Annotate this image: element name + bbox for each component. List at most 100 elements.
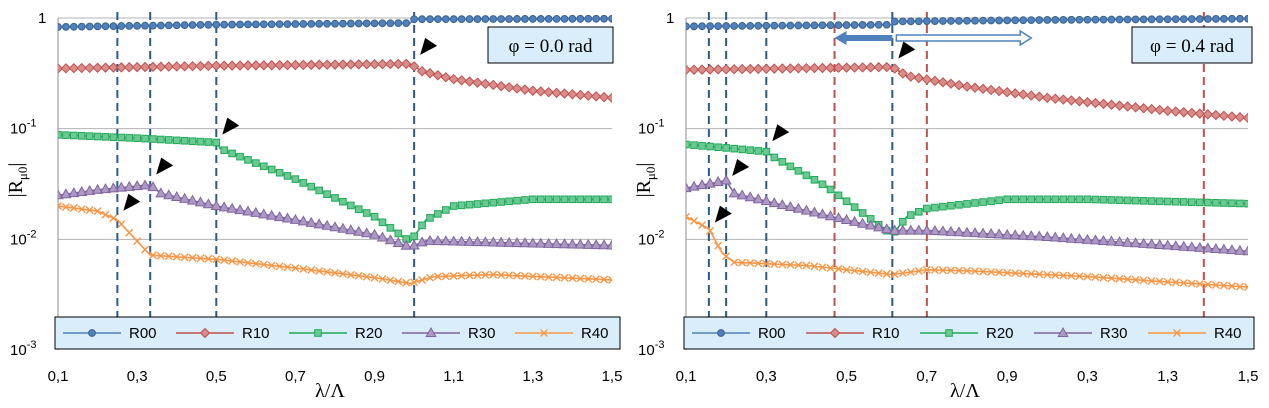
data-point-R00	[196, 21, 205, 29]
data-point-R30	[824, 210, 837, 221]
data-point-R10	[993, 85, 1005, 97]
data-point-R00	[283, 20, 292, 28]
data-point-R00	[906, 17, 915, 26]
data-point-R20	[1051, 195, 1060, 204]
legend-label-R20: R20	[986, 325, 1014, 342]
data-point-R30	[266, 209, 278, 220]
data-point-R00	[354, 19, 363, 28]
data-point-R40	[141, 245, 150, 254]
data-point-R30	[171, 190, 183, 202]
data-point-R20	[1011, 195, 1019, 204]
data-point-R30	[329, 221, 341, 232]
data-point-R30	[1218, 243, 1230, 254]
data-point-R10	[321, 59, 333, 70]
data-point-R40	[898, 269, 907, 278]
data-point-R00	[1035, 16, 1044, 24]
data-point-R10	[1194, 108, 1206, 119]
data-point-R00	[164, 21, 173, 30]
data-point-R30	[479, 236, 492, 247]
data-point-R30	[147, 181, 159, 192]
data-point-R10	[408, 61, 420, 72]
data-point-R00	[1083, 15, 1092, 24]
data-point-R30	[808, 206, 821, 217]
data-point-R00	[1027, 16, 1036, 25]
data-point-R40	[730, 258, 739, 267]
data-point-R40	[1244, 283, 1248, 292]
data-point-R00	[275, 20, 284, 29]
data-point-R40	[1139, 276, 1148, 285]
data-point-R00	[786, 21, 795, 30]
data-point-R30	[1154, 238, 1166, 249]
data-point-R00	[762, 21, 771, 30]
data-point-R20	[1147, 197, 1156, 205]
data-point-R00	[850, 21, 859, 29]
x-tick-label: 0,7	[916, 368, 937, 385]
data-point-R20	[987, 197, 995, 205]
data-point-R00	[995, 16, 1004, 25]
data-point-R30	[1081, 233, 1094, 244]
data-point-R30	[1162, 239, 1174, 250]
data-point-R20	[931, 203, 939, 212]
data-point-R10	[977, 83, 989, 95]
data-point-R30	[784, 200, 797, 211]
data-point-R10	[385, 58, 396, 70]
data-point-R00	[331, 19, 339, 28]
data-point-R30	[945, 225, 957, 236]
data-point-R20	[584, 195, 593, 204]
data-point-R10	[290, 59, 301, 71]
y-tick-base: 10	[10, 231, 27, 248]
data-point-R20	[418, 221, 426, 230]
y-tick-base: 10	[638, 121, 655, 138]
x-tick-label: 1,1	[443, 368, 464, 385]
data-point-R00	[141, 21, 149, 30]
data-point-R10	[519, 84, 531, 95]
legend-label-R00: R00	[758, 325, 786, 342]
data-point-R30	[1146, 238, 1158, 249]
data-point-R40	[1051, 271, 1060, 280]
data-point-R40	[370, 273, 379, 282]
data-point-R10	[131, 61, 143, 73]
data-point-R30	[736, 189, 748, 200]
data-point-R30	[1242, 245, 1248, 256]
data-point-R00	[584, 14, 593, 23]
data-point-R00	[528, 15, 537, 23]
data-point-R40	[331, 268, 339, 277]
data-point-R30	[598, 239, 610, 250]
data-point-R00	[433, 15, 442, 24]
data-point-R20	[228, 149, 236, 158]
y-tick-exponent: -3	[655, 339, 665, 351]
y-tick-exponent: -1	[27, 118, 37, 130]
data-point-R30	[929, 224, 941, 235]
data-point-R00	[156, 21, 165, 30]
data-point-R30	[218, 201, 230, 212]
data-point-R00	[481, 15, 490, 23]
data-point-R30	[297, 215, 309, 226]
data-point-R10	[195, 60, 206, 72]
data-point-R20	[1003, 195, 1011, 204]
data-point-R30	[977, 227, 989, 238]
data-point-R00	[898, 17, 907, 26]
data-point-R00	[473, 15, 482, 23]
data-point-R30	[376, 231, 389, 242]
x-axis-label: λ/Λ	[950, 380, 980, 402]
data-point-R10	[567, 89, 578, 100]
data-point-R40	[133, 237, 142, 246]
data-point-R40	[1043, 270, 1052, 279]
data-point-R10	[377, 58, 388, 70]
data-point-R00	[552, 14, 561, 23]
data-point-R20	[481, 199, 490, 208]
data-point-R30	[392, 236, 404, 248]
data-point-R40	[275, 262, 284, 271]
y-tick-label: 10-3	[638, 339, 664, 359]
data-point-R40	[698, 221, 707, 230]
data-point-R20	[536, 195, 545, 204]
data-point-R20	[915, 207, 923, 216]
y-tick-exponent: -2	[27, 228, 37, 240]
data-point-R30	[800, 204, 813, 215]
data-point-R00	[1236, 14, 1244, 23]
data-point-R40	[489, 270, 498, 279]
legend-label-R20: R20	[355, 325, 383, 342]
data-point-R00	[236, 20, 244, 29]
data-point-R20	[117, 133, 126, 142]
data-point-R40	[778, 260, 787, 269]
